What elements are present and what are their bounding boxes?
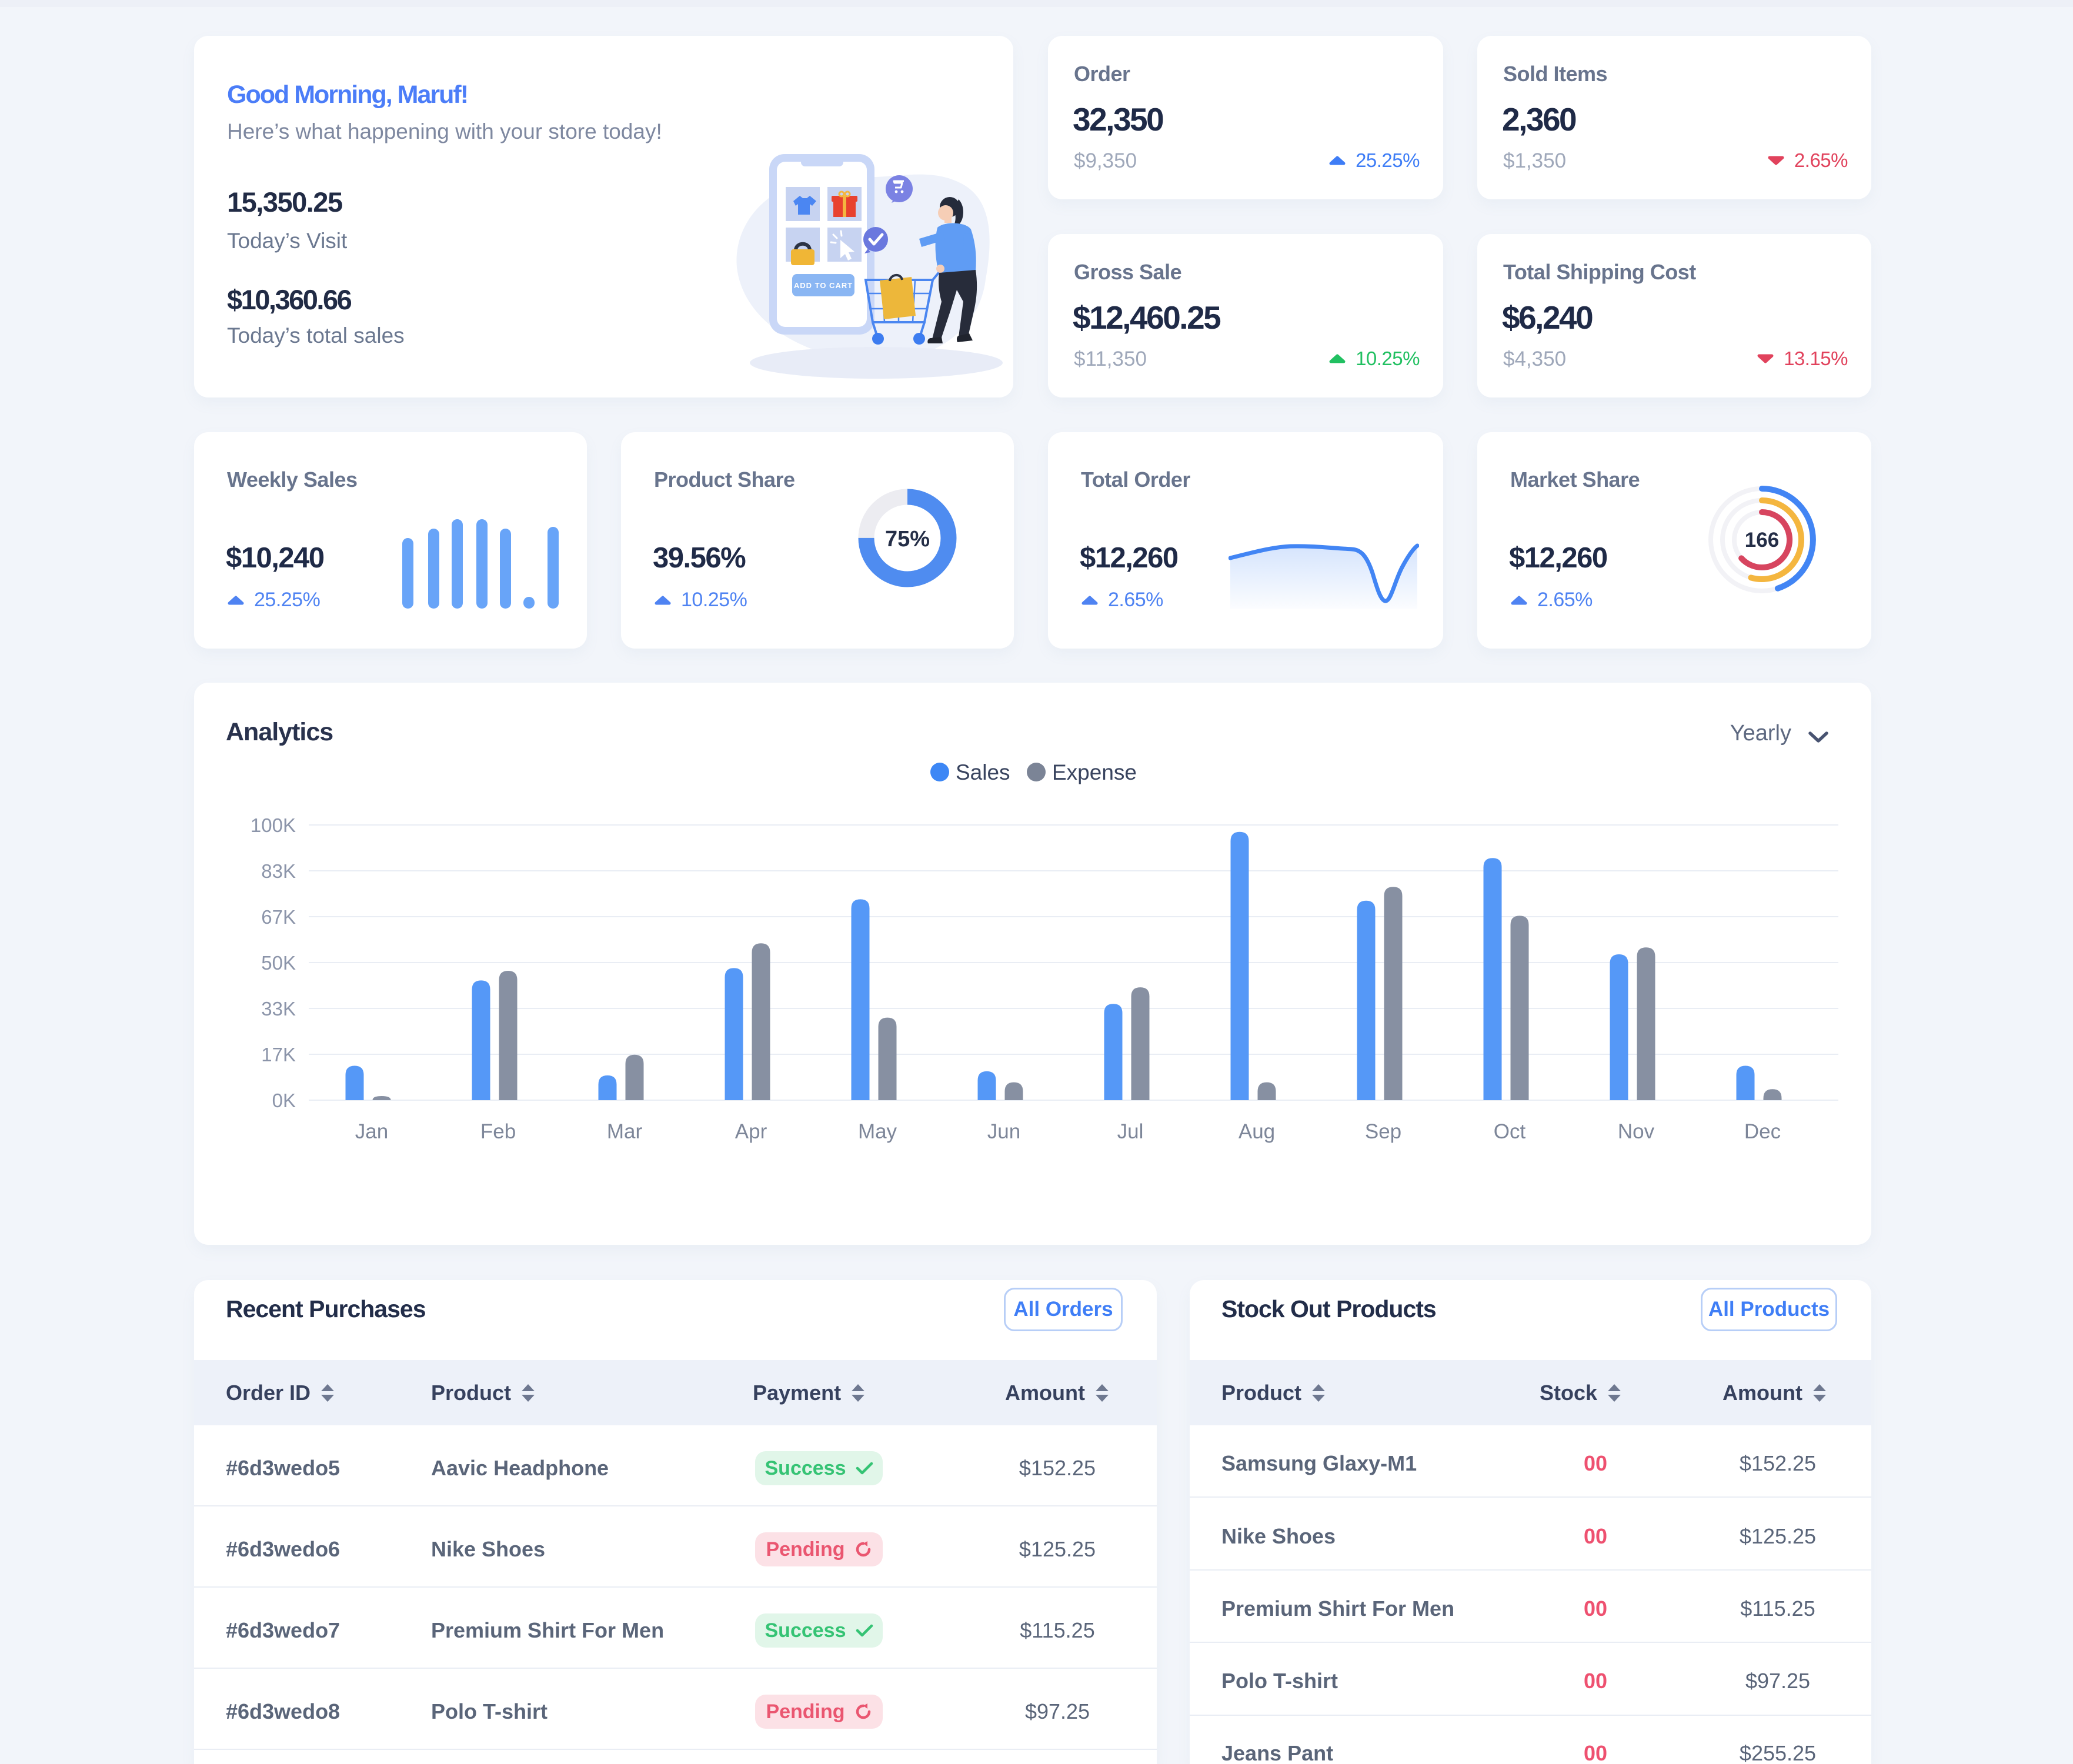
svg-text:67K: 67K [261,906,296,928]
svg-text:Mar: Mar [607,1120,643,1143]
svg-text:50K: 50K [261,952,296,974]
svg-text:May: May [858,1120,897,1143]
svg-text:83K: 83K [261,860,296,882]
svg-text:75%: 75% [885,527,930,552]
svg-text:Jul: Jul [1117,1120,1144,1143]
svg-text:Nov: Nov [1618,1120,1655,1143]
svg-text:Aug: Aug [1239,1120,1275,1143]
svg-text:33K: 33K [261,998,296,1020]
svg-text:0K: 0K [272,1090,296,1111]
svg-text:166: 166 [1745,529,1779,552]
svg-text:Apr: Apr [735,1120,767,1143]
svg-text:Dec: Dec [1744,1120,1781,1143]
svg-text:Sep: Sep [1365,1120,1401,1143]
svg-text:Feb: Feb [480,1120,516,1143]
svg-text:17K: 17K [261,1044,296,1065]
svg-text:ADD TO CART: ADD TO CART [794,281,853,290]
svg-text:Jan: Jan [355,1120,388,1143]
svg-text:Sales: Sales [956,760,1010,784]
svg-text:100K: 100K [251,814,296,836]
svg-text:Expense: Expense [1052,760,1137,784]
svg-text:Jun: Jun [987,1120,1020,1143]
svg-text:Oct: Oct [1494,1120,1526,1143]
